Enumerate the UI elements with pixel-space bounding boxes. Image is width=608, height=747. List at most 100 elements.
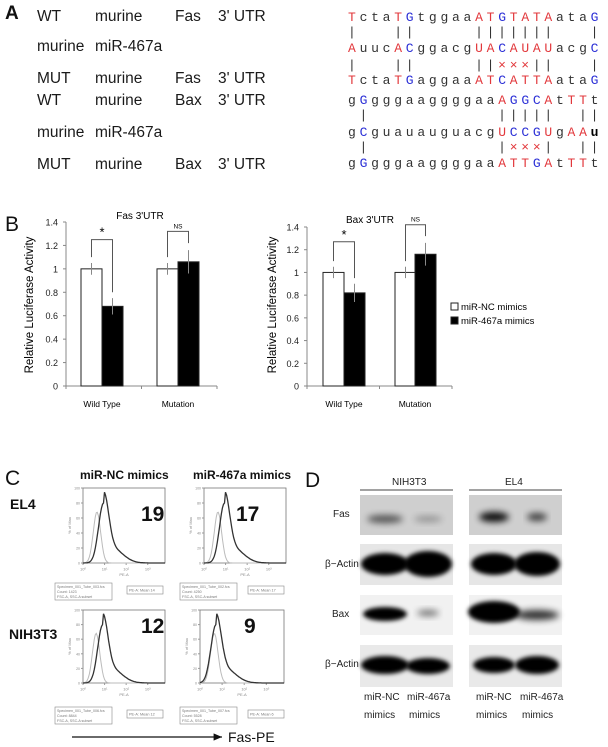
legend-label: miR-467a mimics <box>461 316 535 327</box>
x-tick-label: 10³ <box>145 687 151 692</box>
y-tick-label: 0.8 <box>45 288 58 298</box>
sequence-segment: t <box>590 156 603 171</box>
group-label-nih3t3: NIH3T3 <box>392 477 427 488</box>
sequence-segment: T <box>348 73 360 88</box>
protein-band <box>363 607 407 621</box>
blot-row-label-fas: Fas <box>333 509 350 520</box>
sequence-segment: guauauguacg <box>371 125 499 140</box>
sequence-label-word: miR-467a <box>95 38 163 55</box>
lane-label: miR-NC <box>476 692 512 703</box>
sequence-segment: T <box>348 10 360 25</box>
x-tick-label: 10² <box>123 687 129 692</box>
fas-histogram <box>199 613 284 684</box>
fas-histogram <box>83 491 165 564</box>
sequence-segment: C <box>359 125 372 140</box>
x-tick-label: 10³ <box>263 687 269 692</box>
mfi-value: 17 <box>236 503 260 526</box>
sequence-segment: ATT <box>498 156 533 171</box>
sequence-segment: U <box>498 125 510 140</box>
y-tick-label: 1.4 <box>45 218 58 228</box>
panel-label-a: A <box>5 3 19 24</box>
x-axis-label: PE-A <box>237 692 247 697</box>
sequence-label-word: Bax <box>175 156 202 173</box>
sequence-segment: t <box>555 156 568 171</box>
sequence-label-word: miR-467a <box>95 124 163 141</box>
protein-band <box>367 515 403 523</box>
y-tick-label: 80 <box>76 502 80 506</box>
y-tick-label: 20 <box>193 667 197 671</box>
y-tick-label: 60 <box>193 638 197 642</box>
sequence-segment: CCG <box>509 125 545 140</box>
y-axis-label: % of Max <box>67 638 72 655</box>
mean-info-box <box>247 585 285 595</box>
y-tick-label: 0.4 <box>45 335 58 345</box>
x-tick-label: 10² <box>123 567 129 572</box>
legend-label: miR-NC mimics <box>461 302 527 313</box>
x-tick-label: 10¹ <box>219 687 225 692</box>
protein-band <box>527 513 547 521</box>
fas-histogram <box>83 613 165 684</box>
sequence-row: AuucACggacgUACAUAUacgC <box>348 41 602 56</box>
y-tick-label: 0.4 <box>286 336 299 346</box>
mfi-value: 9 <box>244 615 256 638</box>
sequence-label-word: MUT <box>37 156 71 173</box>
sequence-label-word: 3' UTR <box>218 70 266 87</box>
specimen-info-text: Specimen_001_Tube_003.fcs <box>57 585 105 589</box>
specimen-info-text: Count: 4250 <box>182 590 202 594</box>
lane-label: mimics <box>364 710 396 721</box>
lane-label: mimics <box>476 710 508 721</box>
y-tick-label: 0.8 <box>286 291 299 301</box>
lane-label: miR-NC <box>364 692 400 703</box>
sequence-segment: AT <box>475 10 499 25</box>
y-tick-label: 0 <box>195 682 197 686</box>
specimen-info-box <box>54 706 113 725</box>
fas-histogram <box>204 491 286 564</box>
protein-band <box>361 553 409 575</box>
sequence-segment: AT <box>475 73 499 88</box>
mfi-value: 12 <box>141 615 165 638</box>
bar <box>394 271 417 387</box>
mean-info-box <box>126 709 164 719</box>
x-tick-label: 10³ <box>145 567 151 572</box>
y-tick-label: 1 <box>53 264 58 274</box>
base-pairing-row: | || ||||||| | <box>348 25 603 40</box>
y-tick-label: 60 <box>197 517 201 521</box>
blot-row-label-bax: Bax <box>332 609 350 620</box>
protein-band <box>515 656 559 674</box>
y-axis-label: % of Max <box>184 638 189 655</box>
sequence-segment: g <box>348 93 360 108</box>
y-tick-label: 80 <box>193 623 197 627</box>
legend-swatch <box>450 302 459 311</box>
mean-info-text: PE-A: Mean 12 <box>129 713 155 717</box>
sequence-segment: gggaaggggaa <box>371 93 499 108</box>
sequence-segment: A <box>348 41 360 56</box>
y-tick-label: 40 <box>76 532 80 536</box>
blot-row-label-actin: β−Actin <box>325 559 359 570</box>
y-tick-label: 1.2 <box>286 245 299 255</box>
fas-pe-label: Fas-PE <box>228 729 275 745</box>
mean-info-text: PE-A: Mean 14 <box>129 589 155 593</box>
lane-label: miR-467a <box>520 692 564 703</box>
sequence-segment: A <box>498 93 510 108</box>
chart-title: Fas 3'UTR <box>116 211 163 222</box>
specimen-info-text: Specimen_001_Tube_002.fcs <box>182 585 230 589</box>
x-axis-label: PE-A <box>119 692 129 697</box>
sequence-segment: cta <box>359 73 395 88</box>
x-axis-label: PE-A <box>119 572 129 577</box>
y-axis-label: Relative Luciferase Activity <box>24 236 36 373</box>
sequence-row: gGgggaaggggaaAGGCAtTTt <box>348 93 602 108</box>
sequence-segment: C <box>590 41 603 56</box>
sequence-segment: G <box>590 10 603 25</box>
mfi-value: 19 <box>141 503 165 526</box>
bar <box>80 268 103 387</box>
sequence-segment: ata <box>556 10 591 25</box>
sequence-segment: uuc <box>359 41 395 56</box>
x-category-label: Mutation <box>399 399 432 409</box>
lane-label: mimics <box>522 710 554 721</box>
sequence-row: TctaTGtggaaATGTATAataG <box>348 10 602 25</box>
sequence-segment: G <box>590 73 603 88</box>
protein-band <box>479 512 509 522</box>
x-category-label: Wild Type <box>325 399 362 409</box>
protein-band <box>361 656 409 674</box>
